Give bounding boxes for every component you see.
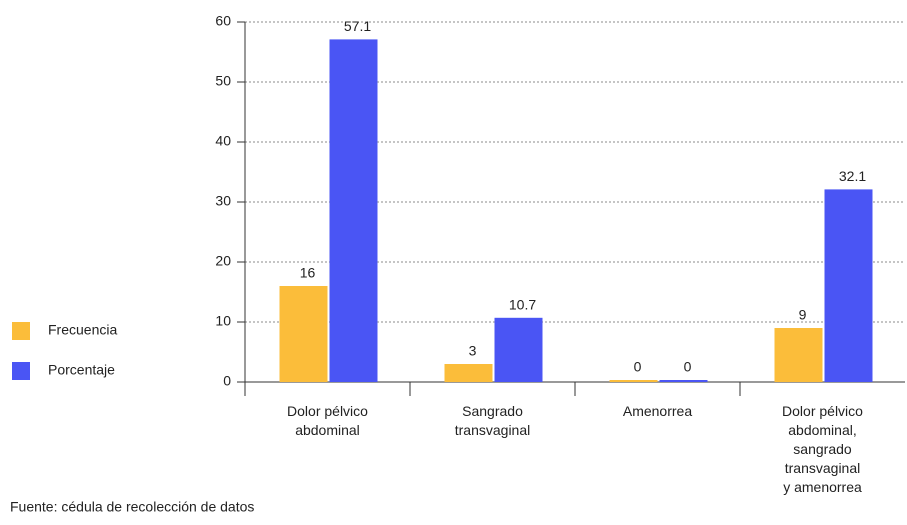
y-tick-label: 60 [215, 13, 231, 29]
x-tick-label: Amenorrea [622, 403, 693, 419]
legend-swatch [12, 322, 30, 340]
bar [494, 317, 543, 382]
y-tick-label: 30 [215, 193, 231, 209]
value-label: 3 [469, 343, 477, 359]
value-label: 16 [300, 265, 316, 281]
value-label: 57.1 [344, 18, 371, 34]
value-label: 0 [634, 359, 642, 375]
x-tick-label: Sangrado transvaginal [454, 403, 531, 438]
x-tick-label: Dolor pélvico abdominal, sangrado transv… [782, 403, 863, 495]
value-label: 10.7 [509, 297, 536, 313]
value-label: 0 [684, 359, 692, 375]
value-label: 32.1 [839, 168, 866, 184]
bar [329, 39, 378, 383]
bar [609, 380, 658, 382]
legend-swatch [12, 362, 30, 380]
value-label: 9 [799, 307, 807, 323]
y-tick-label: 20 [215, 253, 231, 269]
bar [659, 380, 708, 382]
x-tick-label: Dolor pélvico abdominal [287, 403, 368, 438]
bar [444, 364, 493, 382]
y-tick-label: 50 [215, 73, 231, 89]
y-tick-label: 40 [215, 133, 231, 149]
bar [774, 328, 823, 382]
bar [824, 189, 873, 382]
legend-label: Frecuencia [48, 322, 117, 338]
legend-label: Porcentaje [48, 362, 115, 378]
y-tick-label: 0 [223, 373, 231, 389]
source-note: Fuente: cédula de recolección de datos [10, 499, 254, 515]
y-tick-label: 10 [215, 313, 231, 329]
bar [279, 286, 328, 382]
